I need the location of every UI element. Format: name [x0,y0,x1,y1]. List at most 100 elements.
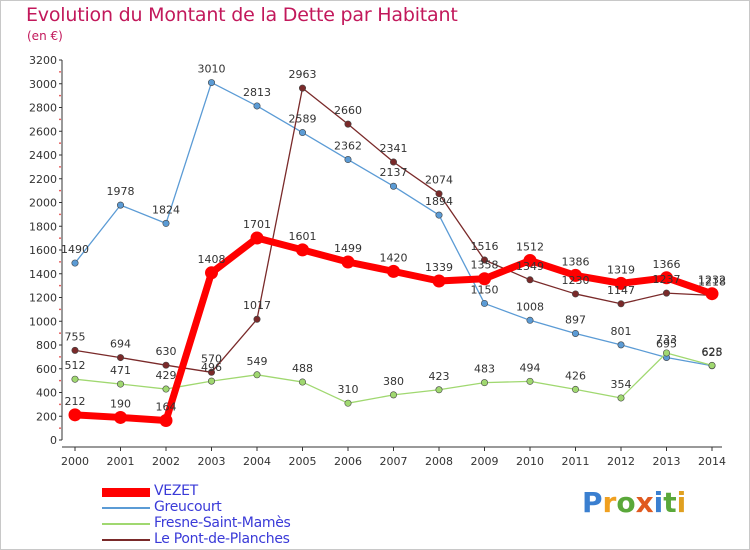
data-label: 429 [156,369,177,382]
y-minor-mark [59,142,61,145]
legend-label: VEZET [154,483,198,499]
data-label: 3010 [198,63,226,76]
data-label: 695 [656,337,677,350]
data-point [117,380,125,388]
data-label: 2589 [289,113,317,126]
x-tick-label: 2004 [243,455,271,468]
logo-letter: t [663,486,677,519]
data-point [569,268,582,282]
data-label: 549 [247,355,268,368]
data-label: 570 [201,352,222,365]
y-minor-mark [59,332,61,335]
logo-letter: i [653,486,664,519]
proxiti-logo: Proxiti [582,486,686,519]
y-minor-mark [59,403,61,406]
data-point [253,102,261,110]
data-point [614,276,628,290]
data-label: 1147 [607,284,635,297]
data-label: 1319 [607,263,635,276]
x-tick-label: 2006 [334,455,362,468]
y-tick-label: 1000 [29,315,57,328]
data-point [662,289,670,297]
data-label: 310 [338,383,359,396]
data-point [162,385,170,393]
legend-label: Fresne-Saint-Mamès [154,515,291,531]
x-tick-label: 2010 [516,455,544,468]
unit-label: (en €) [27,29,63,43]
data-label: 2137 [380,166,408,179]
x-tick-label: 2001 [107,455,135,468]
data-label: 1499 [334,242,362,255]
data-label: 1601 [289,230,317,243]
data-point [435,386,443,394]
data-point [68,408,82,422]
logo-letter: x [635,486,654,519]
y-minor-mark [59,94,61,97]
data-point [117,354,125,362]
data-label: 164 [156,401,177,414]
data-point [208,79,216,87]
data-point [480,299,488,307]
y-tick-label: 3000 [29,78,57,91]
data-label: 190 [110,397,131,410]
data-point [617,341,625,349]
data-label: 426 [565,369,586,382]
x-tick-label: 2014 [698,455,726,468]
y-minor-mark [59,237,61,240]
y-tick-label: 1400 [29,268,57,281]
data-point [159,414,173,428]
data-point [480,379,488,387]
chart-title: Evolution du Montant de la Dette par Hab… [26,4,458,26]
y-tick-label: 2800 [29,102,57,115]
data-point [526,316,534,324]
data-label: 488 [292,362,313,375]
data-point [389,182,397,190]
x-tick-label: 2003 [198,455,226,468]
data-label: 1150 [471,283,499,296]
data-label: 1516 [471,240,499,253]
data-label: 1008 [516,300,544,313]
y-tick-label: 0 [50,434,57,447]
data-label: 483 [474,363,495,376]
y-minor-mark [59,260,61,263]
y-minor-mark [59,379,61,382]
data-label: 1386 [562,255,590,268]
y-minor-mark [59,213,61,216]
data-label: 1339 [425,261,453,274]
data-label: 897 [565,313,586,326]
data-point [571,385,579,393]
data-point [71,259,79,267]
series-layer: 1490 1978 1824 3010 2813 2589 2362 2137 1894 1150… [61,63,726,428]
logo-letter: i [676,486,687,519]
data-label: 630 [156,345,177,358]
data-point [253,315,261,323]
data-label: 2963 [289,68,317,81]
data-label: 1349 [516,260,544,273]
data-label: 1978 [107,185,135,198]
data-label: 471 [110,364,131,377]
data-point [523,253,537,267]
data-point [432,274,446,288]
data-point [253,371,261,379]
data-point [298,84,306,92]
data-label: 354 [611,378,632,391]
data-label: 625 [702,346,723,359]
data-point [250,231,264,245]
data-point [344,156,352,164]
data-point [571,290,579,298]
data-point [162,219,170,227]
x-tick-label: 2002 [152,455,180,468]
x-tick-label: 2008 [425,455,453,468]
y-tick-label: 200 [36,410,57,423]
y-tick-label: 2600 [29,125,57,138]
data-label: 1408 [198,253,226,266]
data-point [389,391,397,399]
data-point [341,255,355,269]
data-label: 2074 [425,174,453,187]
data-label: 212 [65,395,86,408]
axes: 0 200 400 600 800 1000 1200 1400 1600 1800 2000 220… [29,54,726,468]
y-tick-label: 2000 [29,197,57,210]
y-tick-label: 400 [36,387,57,400]
legend-label: Greucourt [154,499,222,515]
data-label: 423 [429,370,450,383]
